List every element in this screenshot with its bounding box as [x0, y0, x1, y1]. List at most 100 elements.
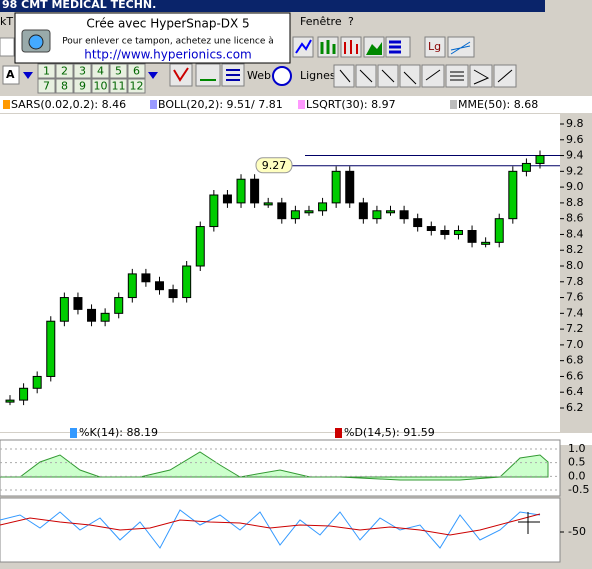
y-tick-label: 8.6	[566, 212, 584, 225]
stamp-url[interactable]: http://www.hyperionics.com	[84, 48, 251, 62]
window-title: 98 CMT MEDICAL TECHN.	[2, 0, 156, 11]
number-button[interactable]	[109, 78, 128, 94]
toolbar-icons	[169, 63, 245, 87]
font-button[interactable]	[2, 65, 20, 85]
candle	[467, 230, 477, 243]
candle	[46, 320, 56, 377]
legend-bar	[0, 96, 592, 113]
number-button[interactable]	[73, 78, 92, 94]
y-tick-label: 6.8	[566, 354, 584, 367]
number-button[interactable]	[109, 63, 128, 79]
candle	[494, 218, 504, 243]
number-button[interactable]	[37, 63, 56, 79]
number-label: 11	[112, 80, 126, 93]
y-tick-label: 8.4	[566, 227, 584, 240]
number-label: 5	[115, 65, 122, 78]
number-button[interactable]	[91, 63, 110, 79]
legend-swatch	[450, 100, 457, 109]
title-bar	[0, 0, 592, 12]
candle	[413, 218, 423, 228]
candle	[521, 162, 531, 172]
toolbar-icons: Lg	[292, 36, 475, 58]
y-tick-label: -50	[568, 525, 586, 538]
candle	[331, 170, 341, 204]
number-label: 9	[79, 80, 86, 93]
dropdown-arrow[interactable]	[23, 72, 33, 79]
number-label: 1	[43, 65, 50, 78]
menu-item[interactable]: kT	[0, 15, 13, 28]
y-tick-label: -0.5	[568, 483, 589, 496]
y-tick-label: 9.4	[566, 149, 584, 162]
candle	[318, 202, 328, 212]
candle	[19, 387, 29, 401]
legend-swatch	[298, 100, 305, 109]
y-tick-label: 7.8	[566, 275, 584, 288]
stamp-line: Pour enlever ce tampon, achetez une lice…	[62, 37, 274, 47]
number-button[interactable]	[91, 78, 110, 94]
candle	[440, 230, 450, 235]
candle	[141, 273, 151, 283]
lines-label: Lignes	[300, 69, 336, 82]
menu-item[interactable]: Fenêtre	[300, 15, 342, 28]
toolbar-field[interactable]	[0, 37, 15, 57]
legend-text: MME(50): 8.68	[458, 98, 538, 111]
candle	[358, 202, 368, 220]
number-buttons: 1 2 3 4 5 67 8 9 10 11 12	[37, 63, 146, 94]
legend-text: SARS(0.02,0.2): 8.46	[11, 98, 126, 111]
web-button[interactable]: Web	[247, 69, 271, 82]
candle	[168, 289, 178, 299]
web-icon[interactable]	[272, 66, 292, 86]
candle	[386, 210, 396, 214]
number-button[interactable]	[127, 78, 146, 94]
number-label: 8	[61, 80, 68, 93]
candle	[127, 273, 137, 299]
number-button[interactable]	[55, 78, 74, 94]
number-button[interactable]	[55, 63, 74, 79]
y-tick-label: 8.2	[566, 243, 584, 256]
number-button[interactable]	[127, 63, 146, 79]
osc-signal	[0, 513, 541, 536]
candle	[195, 226, 205, 267]
candle	[73, 297, 83, 310]
number-button[interactable]	[73, 63, 92, 79]
candle	[114, 297, 124, 314]
candle	[32, 375, 42, 389]
candle	[453, 230, 463, 235]
candle	[304, 210, 314, 214]
y-tick-label: 8.8	[566, 196, 584, 209]
candle	[263, 202, 273, 206]
window-buttons[interactable]	[545, 0, 592, 12]
y-tick-label: 6.2	[566, 401, 584, 414]
candle	[222, 194, 232, 204]
candle	[182, 265, 192, 299]
y-tick-label: 0.5	[568, 456, 586, 469]
number-button[interactable]	[37, 78, 56, 94]
number-label: 3	[79, 65, 86, 78]
y-tick-label: 0.0	[568, 469, 586, 482]
stamp	[14, 12, 291, 64]
y-tick-label: 7.4	[566, 306, 584, 319]
stoch-panel	[0, 439, 561, 497]
candle	[399, 210, 409, 220]
legend-swatch	[3, 100, 10, 109]
y-tick-label: 8.0	[566, 259, 584, 272]
candle	[5, 399, 15, 403]
candle	[250, 178, 260, 204]
legend-text: %D(14,5): 91.59	[344, 426, 435, 439]
menu-item[interactable]: ?	[348, 15, 354, 28]
dropdown-arrow[interactable]	[148, 72, 158, 79]
candle	[535, 155, 545, 164]
number-label: 12	[130, 80, 144, 93]
font-button-label: A	[6, 68, 15, 81]
drawing-tools[interactable]	[333, 64, 517, 88]
y-tick-label: 9.0	[566, 180, 584, 193]
candle	[236, 178, 246, 204]
legend-text: LSQRT(30): 8.97	[306, 98, 396, 111]
candle	[345, 170, 355, 204]
y-tick-label: 7.2	[566, 322, 584, 335]
stamp-line: Crée avec HyperSnap-DX 5	[86, 17, 249, 31]
legend-swatch	[335, 428, 342, 438]
candle	[290, 210, 300, 220]
y-tick-label: 6.6	[566, 369, 584, 382]
